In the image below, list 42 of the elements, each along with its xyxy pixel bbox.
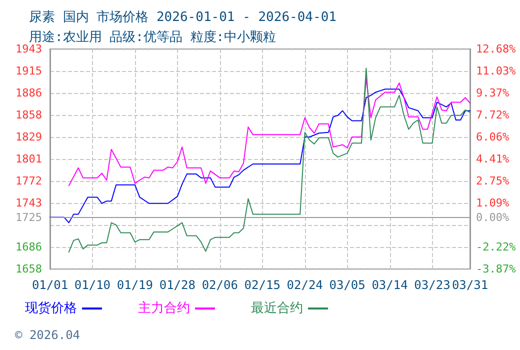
x-tick-label: 01/10: [74, 278, 111, 292]
text: © 2026.04: [15, 328, 80, 342]
legend-label: 主力合约: [138, 300, 190, 316]
x-tick-label: 01/28: [159, 278, 196, 292]
line-series: [68, 68, 470, 253]
y2-tick-label: 1.09%: [476, 196, 510, 210]
ref-line-label: 1725: [16, 210, 42, 224]
y-tick-label: 1743: [16, 196, 42, 210]
y-tick-label: 1658: [16, 262, 42, 276]
y-tick-label: 1801: [16, 152, 42, 166]
y2-tick-label: 4.41%: [476, 152, 510, 166]
y2-tick-label: 6.06%: [476, 130, 510, 144]
y2-tick-label: 11.03%: [476, 64, 516, 78]
y-tick-label: 1886: [16, 86, 42, 100]
y2-tick-label: 2.75%: [476, 174, 510, 188]
x-tick-label: 01/01: [32, 278, 68, 292]
y-tick-label: 1686: [16, 240, 42, 254]
line-series: [68, 78, 470, 186]
x-tick-label: 02/24: [286, 278, 323, 292]
x-tick-label: 01/19: [116, 278, 154, 292]
x-tick-label: 03/14: [372, 278, 408, 292]
y-tick-label: 1915: [16, 64, 42, 78]
x-tick-label: 02/15: [244, 278, 280, 292]
chart-subtitle: 用途:农业用 品级:优等品 粒度:中小颗粒: [29, 29, 276, 45]
y-tick-label: 1858: [16, 108, 42, 122]
y2-tick-label: 9.37%: [476, 86, 510, 100]
x-tick-label: 03/05: [329, 278, 366, 292]
y2-tick-label: 0.00%: [476, 211, 510, 224]
y-tick-label: 1943: [16, 42, 42, 56]
y2-tick-label: -3.87%: [476, 262, 516, 276]
y-tick-label: 1772: [16, 174, 42, 188]
x-tick-label: 02/06: [202, 278, 238, 292]
x-tick-label: 03/23: [414, 278, 450, 292]
y2-tick-label: 12.68%: [476, 42, 516, 56]
y-tick-label: 1829: [16, 130, 42, 144]
legend-label: 最近合约: [251, 301, 303, 316]
line-series: [50, 88, 470, 224]
y2-tick-label: -2.22%: [476, 240, 516, 254]
x-tick-label: 03/31: [452, 278, 488, 292]
y2-tick-label: 7.72%: [476, 108, 510, 122]
legend-label: 现货价格: [25, 301, 77, 316]
chart-title: 尿素 国内 市场价格 2026-01-01 - 2026-04-01: [29, 10, 336, 25]
